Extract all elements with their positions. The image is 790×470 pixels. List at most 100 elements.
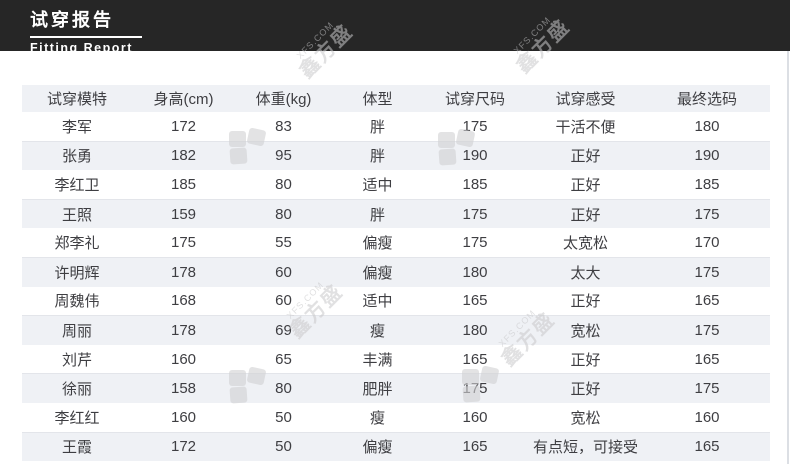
table-cell: 郑李礼: [22, 228, 132, 258]
column-header: 体型: [332, 85, 423, 112]
column-header: 身高(cm): [132, 85, 235, 112]
table-cell: 周丽: [22, 315, 132, 345]
table-cell: 185: [644, 170, 770, 200]
table-row: 李军 172 83 胖 175 干活不便 180: [22, 112, 770, 142]
table-cell: 王霞: [22, 431, 132, 462]
table-cell: 175: [644, 198, 770, 229]
table-cell: 165: [644, 344, 770, 374]
table-cell: 175: [644, 256, 770, 287]
table-cell: 80: [235, 170, 332, 200]
table-cell: 165: [423, 344, 527, 374]
table-cell: 175: [423, 112, 527, 142]
table-cell: 159: [132, 198, 235, 229]
table-cell: 172: [132, 431, 235, 462]
table-cell: 适中: [332, 170, 423, 200]
table-cell: 瘦: [332, 402, 423, 433]
column-header: 试穿模特: [22, 85, 132, 112]
table-row: 郑李礼 175 55 偏瘦 175 太宽松 170: [22, 228, 770, 258]
table-cell: 60: [235, 256, 332, 287]
table-cell: 95: [235, 140, 332, 171]
table-cell: 165: [644, 431, 770, 462]
table-cell: 正好: [527, 344, 644, 374]
table-cell: 182: [132, 140, 235, 171]
table-row: 许明辉 178 60 偏瘦 180 太大 175: [22, 256, 770, 287]
table-cell: 周魏伟: [22, 286, 132, 316]
table-cell: 正好: [527, 286, 644, 316]
fitting-report-table: 试穿模特 身高(cm) 体重(kg) 体型 试穿尺码 试穿感受 最终选码 李军 172 83 胖 1…: [22, 85, 770, 462]
table-cell: 50: [235, 402, 332, 433]
table-row: 王霞 172 50 偏瘦 165 有点短，可接受 165: [22, 431, 770, 462]
table-cell: 李军: [22, 112, 132, 142]
table-cell: 175: [132, 228, 235, 258]
table-cell: 55: [235, 228, 332, 258]
table-row: 张勇 182 95 胖 190 正好 190: [22, 140, 770, 171]
table-cell: 李红红: [22, 402, 132, 433]
column-header: 最终选码: [644, 85, 770, 112]
table-row: 李红红 160 50 瘦 160 宽松 160: [22, 402, 770, 433]
table-cell: 175: [423, 373, 527, 403]
table-cell: 干活不便: [527, 112, 644, 142]
column-header: 试穿感受: [527, 85, 644, 112]
table-cell: 适中: [332, 286, 423, 316]
table-cell: 宽松: [527, 402, 644, 433]
table-cell: 69: [235, 315, 332, 345]
table-cell: 180: [423, 315, 527, 345]
table-cell: 175: [423, 228, 527, 258]
table-cell: 50: [235, 431, 332, 462]
table-cell: 李红卫: [22, 170, 132, 200]
table-cell: 宽松: [527, 315, 644, 345]
table-cell: 刘芹: [22, 344, 132, 374]
table-cell: 83: [235, 112, 332, 142]
table-cell: 张勇: [22, 140, 132, 171]
table-cell: 175: [644, 373, 770, 403]
table-cell: 徐丽: [22, 373, 132, 403]
table-cell: 有点短，可接受: [527, 431, 644, 462]
table-cell: 185: [423, 170, 527, 200]
table-cell: 太大: [527, 256, 644, 287]
table-cell: 正好: [527, 373, 644, 403]
table-cell: 偏瘦: [332, 228, 423, 258]
table-cell: 太宽松: [527, 228, 644, 258]
table-cell: 肥胖: [332, 373, 423, 403]
table-row: 刘芹 160 65 丰满 165 正好 165: [22, 344, 770, 374]
table-cell: 偏瘦: [332, 431, 423, 462]
table-cell: 185: [132, 170, 235, 200]
table-header-row: 试穿模特 身高(cm) 体重(kg) 体型 试穿尺码 试穿感受 最终选码: [22, 85, 770, 112]
table-cell: 175: [423, 198, 527, 229]
table-cell: 180: [423, 256, 527, 287]
table-row: 周魏伟 168 60 适中 165 正好 165: [22, 286, 770, 316]
table-cell: 胖: [332, 198, 423, 229]
page-title: 试穿报告: [30, 6, 142, 38]
table-cell: 160: [132, 402, 235, 433]
table-cell: 正好: [527, 140, 644, 171]
table-cell: 165: [644, 286, 770, 316]
table-cell: 165: [423, 431, 527, 462]
table-cell: 正好: [527, 170, 644, 200]
table-cell: 许明辉: [22, 256, 132, 287]
table-cell: 正好: [527, 198, 644, 229]
table-cell: 168: [132, 286, 235, 316]
table-cell: 165: [423, 286, 527, 316]
table-cell: 60: [235, 286, 332, 316]
table-cell: 丰满: [332, 344, 423, 374]
title-block: 试穿报告 Fitting Report: [30, 6, 142, 55]
table-cell: 王照: [22, 198, 132, 229]
table-cell: 158: [132, 373, 235, 403]
table-row: 徐丽 158 80 肥胖 175 正好 175: [22, 373, 770, 403]
page-right-border: [787, 51, 789, 464]
table-cell: 180: [644, 112, 770, 142]
table-cell: 80: [235, 373, 332, 403]
report-header-bar: 试穿报告 Fitting Report: [0, 0, 790, 55]
table-row: 王照 159 80 胖 175 正好 175: [22, 198, 770, 229]
table-cell: 胖: [332, 112, 423, 142]
page-subtitle: Fitting Report: [30, 41, 133, 55]
table-cell: 172: [132, 112, 235, 142]
table-cell: 160: [644, 402, 770, 433]
table-cell: 178: [132, 315, 235, 345]
table-row: 周丽 178 69 瘦 180 宽松 175: [22, 315, 770, 345]
table-cell: 175: [644, 315, 770, 345]
column-header: 试穿尺码: [423, 85, 527, 112]
table-cell: 80: [235, 198, 332, 229]
table-cell: 胖: [332, 140, 423, 171]
